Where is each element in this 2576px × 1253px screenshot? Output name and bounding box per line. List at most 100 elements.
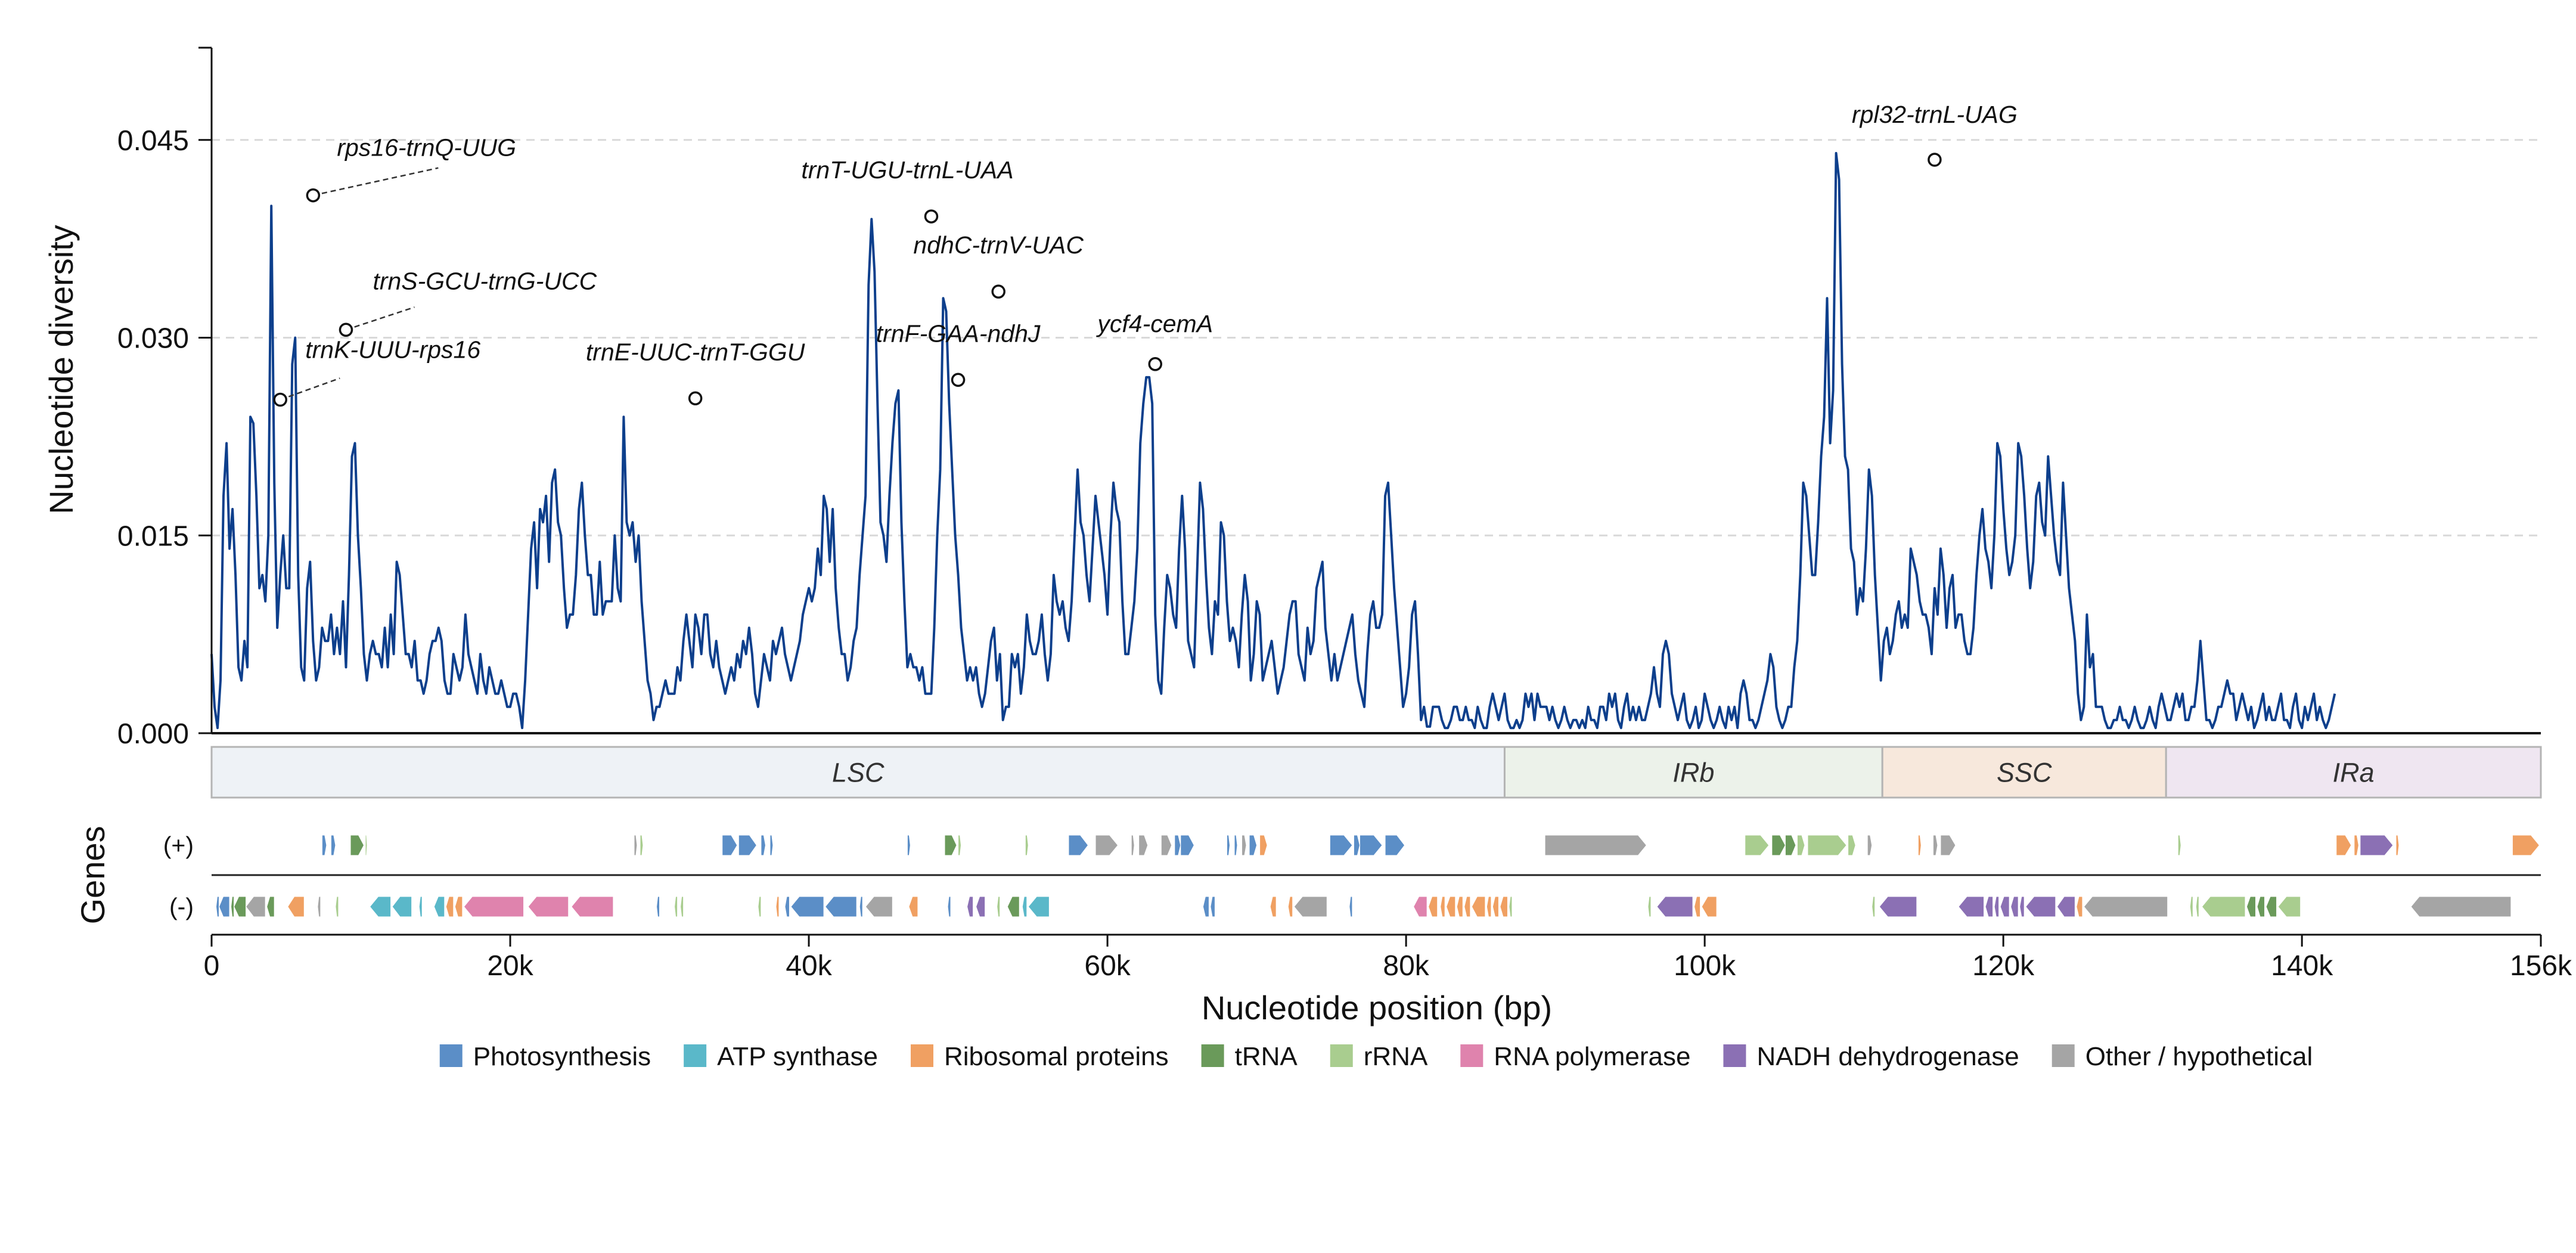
gene-arrow — [433, 896, 445, 917]
gene-arrow — [1492, 896, 1499, 917]
gene-arrow — [350, 835, 365, 856]
gene-arrow — [2076, 896, 2083, 917]
legend-swatch-rna — [1460, 1044, 1483, 1067]
gene-arrow — [674, 896, 678, 917]
gene-arrow — [1701, 896, 1717, 917]
gene-arrow — [335, 896, 339, 917]
gene-arrow — [1025, 835, 1029, 856]
plot-axes: 0.000 0.015 0.030 0.045 — [117, 46, 2541, 750]
gene-arrow — [1745, 835, 1770, 856]
gene-arrow — [1174, 835, 1181, 856]
gene-arrow — [859, 896, 863, 917]
gene-arrow — [1359, 835, 1383, 856]
legend-label-ribo: Ribosomal proteins — [944, 1042, 1169, 1071]
gene-arrow — [1471, 896, 1486, 917]
gene-arrow — [824, 896, 857, 917]
gene-arrow — [2189, 896, 2193, 917]
gene-arrow — [1446, 896, 1456, 917]
x-tick-label: 120k — [1972, 950, 2035, 982]
x-tick-label: 40k — [786, 950, 832, 982]
peak-label: rps16-trnQ-UUG — [337, 134, 516, 162]
gene-arrow — [1138, 835, 1149, 856]
gene-arrow — [784, 896, 790, 917]
gene-arrow — [738, 835, 757, 856]
region-ira — [2165, 746, 2542, 799]
gene-arrow — [392, 896, 412, 917]
peak-label: rpl32-trnL-UAG — [1852, 101, 2018, 128]
x-tick-label: 20k — [487, 950, 533, 982]
gene-arrow — [266, 896, 275, 917]
gene-arrow — [1440, 896, 1445, 917]
y-tick-label: 0.045 — [117, 125, 189, 157]
gene-arrow — [2277, 896, 2301, 917]
gene-arrow — [2354, 835, 2359, 856]
diversity-line-layer — [210, 151, 2336, 730]
gene-arrow — [1022, 896, 1028, 917]
gene-arrow — [1293, 896, 1327, 917]
strand-label-minus: (-) — [169, 893, 194, 920]
gene-arrow — [1771, 835, 1786, 856]
gene-arrow — [1249, 835, 1258, 856]
gene-arrow — [1270, 896, 1277, 917]
gene-arrow — [1694, 896, 1701, 917]
x-tick-label: 140k — [2271, 950, 2333, 982]
gene-arrow — [656, 896, 660, 917]
gene-arrow — [287, 896, 305, 917]
x-axis-title: Nucleotide position (bp) — [1202, 989, 1552, 1026]
x-tick-label: 100k — [1674, 950, 1736, 982]
gene-arrow — [1879, 896, 1917, 917]
region-label: IRb — [1672, 758, 1714, 788]
legend-swatch-trna — [1201, 1044, 1224, 1067]
gene-arrow — [216, 896, 220, 917]
region-lsc — [210, 746, 1506, 799]
gene-track: (+) (-) — [163, 832, 2541, 920]
gene-arrow — [2257, 896, 2265, 917]
gene-arrow — [1656, 896, 1693, 917]
gene-arrow — [2000, 896, 2010, 917]
legend-label-rrna: rRNA — [1364, 1042, 1428, 1071]
gene-arrow — [231, 896, 235, 917]
gene-arrow — [2195, 896, 2199, 917]
gene-arrow — [2177, 835, 2181, 856]
gene-arrow — [1940, 835, 1956, 856]
legend-label-rna: RNA polymerase — [1494, 1042, 1690, 1071]
peak-label: trnE-UUC-trnT-GGU — [586, 338, 805, 365]
peak-marker — [306, 188, 321, 203]
y-axis-title: Nucleotide diversity — [42, 225, 80, 514]
peak-marker — [924, 209, 939, 224]
region-label: SSC — [1997, 758, 2052, 788]
peak-marker — [1148, 357, 1162, 371]
legend-swatch-ribo — [910, 1044, 933, 1067]
legend-swatch-nadh — [1723, 1044, 1746, 1067]
gene-arrow — [1932, 835, 1938, 856]
y-tick-label: 0.015 — [117, 520, 189, 552]
gene-arrow — [1500, 896, 1508, 917]
region-ssc — [1881, 746, 2167, 799]
genome-region-track: LSC IRb SSC IRa — [210, 746, 2542, 799]
gene-arrow — [463, 896, 524, 917]
strand-label-plus: (+) — [163, 832, 194, 859]
gene-arrow — [2246, 896, 2257, 917]
gene-arrow — [1329, 835, 1353, 856]
x-tick-label: 0 — [204, 950, 220, 982]
gene-arrow — [1486, 896, 1492, 917]
grid-lines — [212, 139, 2541, 536]
annotation-leader-line — [280, 377, 340, 401]
legend-swatch-photo — [439, 1044, 463, 1067]
gene-arrow — [2336, 835, 2352, 856]
gene-arrow — [1456, 896, 1463, 917]
gene-arrow — [907, 835, 911, 856]
gene-arrow — [2056, 896, 2075, 917]
legend-label-atp: ATP synthase — [717, 1042, 878, 1071]
gene-arrow — [1068, 835, 1089, 856]
gene-arrow — [908, 896, 918, 917]
annotation-leader-line — [346, 306, 415, 331]
region-label: IRa — [2333, 758, 2375, 788]
gene-arrow — [369, 896, 392, 917]
gene-arrow — [1095, 835, 1119, 856]
peak-marker — [951, 373, 966, 387]
x-axis: 0 20k 40k 60k 80k 100k 120k 140k 156k — [204, 933, 2572, 982]
gene-arrow — [997, 896, 1001, 917]
gene-arrow — [1784, 835, 1796, 856]
